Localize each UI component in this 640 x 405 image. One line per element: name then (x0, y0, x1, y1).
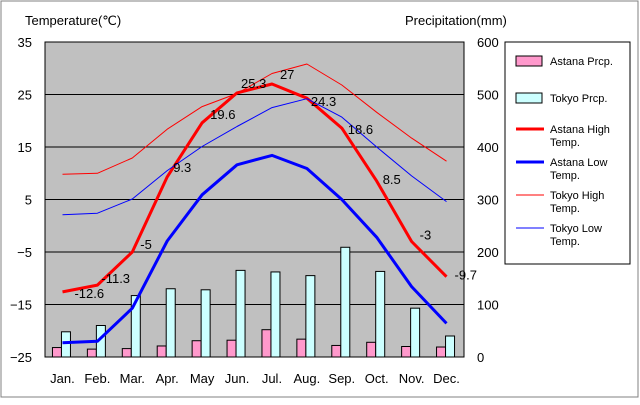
tokyo-precip-bar (235, 269, 246, 358)
astana-precip-bar (226, 339, 237, 358)
astana-high-data-label: -5 (140, 237, 152, 252)
right-axis-title: Precipitation(mm) (405, 13, 507, 28)
astana-precip-bar (156, 345, 167, 358)
astana-high-line (62, 82, 448, 294)
tokyo-precip-bar (340, 246, 351, 358)
x-tick-label: Jul. (262, 371, 282, 386)
astana-high-data-label: 24.3 (311, 94, 336, 109)
temperature-lines (62, 63, 448, 345)
left-axis-ticks: 35 25 15 5 −5 −15 −25 (10, 35, 32, 365)
x-tick-label: Dec. (433, 371, 460, 386)
x-tick-label: Nov. (399, 371, 425, 386)
legend-label: Tokyo Low (550, 223, 602, 235)
right-tick-label: 300 (477, 193, 499, 208)
left-tick-label: −15 (10, 298, 32, 313)
right-tick-label: 200 (477, 245, 499, 260)
x-tick-label: Feb. (84, 371, 110, 386)
astana-precip-bar (366, 341, 377, 358)
left-tick-label: 15 (18, 140, 32, 155)
legend-label: Temp. (550, 236, 580, 248)
legend-label: Astana Prcp. (550, 56, 613, 68)
tokyo-precip-bar (60, 331, 71, 358)
tokyo-precip-bar (200, 289, 211, 358)
astana-precip-bar (436, 346, 447, 358)
legend-label: Tokyo Prcp. (550, 93, 607, 105)
astana-precip-bar (261, 329, 272, 358)
x-tick-label: Jan. (50, 371, 75, 386)
right-tick-label: 100 (477, 298, 499, 313)
x-tick-label: Apr. (156, 371, 179, 386)
left-tick-label: −5 (17, 245, 32, 260)
left-axis-title: Temperature(℃) (25, 13, 121, 28)
astana-high-data-label: 19.6 (210, 107, 235, 122)
x-tick-label: Jun. (225, 371, 250, 386)
astana-precip-bar (86, 348, 97, 358)
x-tick-label: Oct. (365, 371, 389, 386)
astana-high-data-label: 9.3 (173, 160, 191, 175)
tokyo-precip-bar (305, 275, 316, 358)
astana-high-data-label: -12.6 (74, 286, 104, 301)
astana-high-data-label: 18.6 (348, 122, 373, 137)
legend-label: Temp. (550, 170, 580, 182)
left-tick-label: −25 (10, 350, 32, 365)
legend-label: Astana High (550, 124, 610, 136)
tokyo-precip-bar (270, 271, 281, 358)
legend-astana-precip-swatch (515, 55, 543, 67)
precipitation-bars (51, 246, 456, 358)
astana-precip-bar (331, 344, 342, 358)
astana-high-data-label: -11.3 (101, 271, 130, 286)
legend-label: Temp. (550, 137, 580, 149)
legend: Astana Prcp.Tokyo Prcp.Astana HighTemp.A… (504, 41, 631, 265)
right-tick-label: 600 (477, 35, 499, 50)
astana-high-data-label: -9.7 (455, 268, 477, 283)
right-tick-label: 500 (477, 88, 499, 103)
tokyo-high-line (62, 63, 447, 175)
data-labels: -12.6-11.3 -5 9.3 19.6 25.3 27 24.3 18.6 8.5 -3 -9… (74, 67, 476, 301)
legend-label: Temp. (550, 203, 580, 215)
plot-frame (44, 41, 465, 358)
astana-high-data-label: 8.5 (383, 172, 401, 187)
left-tick-label: 35 (18, 35, 32, 50)
left-tick-label: 25 (18, 88, 32, 103)
x-tick-label: Sep. (328, 371, 355, 386)
x-tick-label: May (190, 371, 215, 386)
tokyo-precip-bar (445, 335, 456, 358)
legend-box (504, 41, 631, 265)
astana-precip-bar (401, 346, 412, 358)
astana-low-line (62, 153, 448, 345)
left-tick-label: 5 (25, 193, 32, 208)
right-tick-label: 0 (477, 350, 484, 365)
legend-tokyo-precip-swatch (515, 92, 543, 104)
astana-high-data-label: 25.3 (241, 76, 266, 91)
tokyo-precip-bar (410, 307, 421, 358)
astana-high-data-label: 27 (280, 67, 294, 82)
x-axis-ticks: Jan. Feb. Mar. Apr. May Jun. Jul. Aug. Sep. Oct. N… (50, 371, 460, 386)
legend-label: Tokyo High (550, 190, 604, 202)
legend-label: Astana Low (550, 157, 608, 169)
astana-precip-bar (191, 340, 202, 358)
right-tick-label: 400 (477, 140, 499, 155)
tokyo-precip-bar (375, 270, 386, 358)
x-tick-label: Mar. (120, 371, 145, 386)
astana-precip-bar (296, 338, 307, 358)
astana-precip-bar (121, 348, 132, 358)
x-tick-label: Aug. (294, 371, 321, 386)
astana-precip-bar (51, 347, 62, 358)
tokyo-precip-bar (165, 288, 176, 358)
astana-high-data-label: -3 (420, 228, 432, 243)
tokyo-low-line (62, 98, 447, 216)
right-axis-ticks: 600 500 400 300 200 100 0 (477, 35, 499, 365)
